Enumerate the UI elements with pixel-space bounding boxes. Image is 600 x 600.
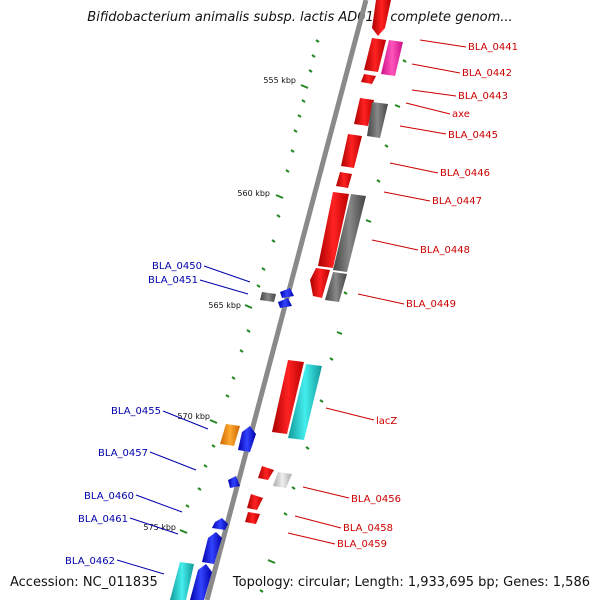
right-gene-labels: BLA_0441 BLA_0442 BLA_0443 axe BLA_0445 … xyxy=(337,42,518,550)
gene-BLA_0462-blue[interactable] xyxy=(190,564,212,600)
label-BLA_0449: BLA_0449 xyxy=(406,299,456,310)
gene-BLA_0447-a[interactable] xyxy=(336,172,352,188)
gene-BLA_0450[interactable] xyxy=(260,292,276,302)
right-leader-lines xyxy=(287,39,467,545)
gene-BLA_0443[interactable] xyxy=(361,74,376,84)
ruler-ticks-left xyxy=(179,39,320,534)
label-BLA_0458: BLA_0458 xyxy=(343,523,393,534)
gene-BLA_0456-red[interactable] xyxy=(258,466,274,480)
ruler-ticks-right xyxy=(259,59,407,593)
map-title: Bifidobacterium animalis subsp. lactis A… xyxy=(87,10,513,25)
gene-BLA_0442[interactable] xyxy=(381,40,403,76)
gene-BLA_0442-a[interactable] xyxy=(364,38,386,72)
label-BLA_0462: BLA_0462 xyxy=(65,556,115,567)
label-BLA_0460: BLA_0460 xyxy=(84,491,134,502)
gene-BLA_0451[interactable] xyxy=(280,288,294,298)
label-BLA_0445: BLA_0445 xyxy=(448,130,498,141)
label-BLA_0448: BLA_0448 xyxy=(420,245,470,256)
genome-summary: Topology: circular; Length: 1,933,695 bp… xyxy=(232,575,590,590)
tick-label-570: 570 kbp xyxy=(177,412,210,421)
gene-lacZ[interactable] xyxy=(272,360,304,434)
label-BLA_0451: BLA_0451 xyxy=(148,275,198,286)
label-BLA_0461: BLA_0461 xyxy=(78,514,128,525)
gene-BLA_0460[interactable] xyxy=(212,518,228,530)
gene-BLA_0455-blue[interactable] xyxy=(238,426,256,452)
right-strand-genes xyxy=(245,0,403,524)
label-BLA_0443: BLA_0443 xyxy=(458,91,508,102)
gene-BLA_0441[interactable] xyxy=(372,0,391,36)
gene-BLA_0447[interactable] xyxy=(333,194,366,272)
gene-BLA_0455[interactable] xyxy=(220,424,240,446)
left-leader-lines xyxy=(116,265,251,575)
label-BLA_0447: BLA_0447 xyxy=(432,196,482,207)
gene-BLA_0458[interactable] xyxy=(247,494,263,510)
gene-BLA_0449[interactable] xyxy=(310,268,330,298)
left-strand-genes xyxy=(170,288,294,600)
gene-BLA_0457[interactable] xyxy=(228,476,240,488)
left-gene-labels: BLA_0450 BLA_0451 BLA_0455 BLA_0457 BLA_… xyxy=(65,261,202,567)
ruler-labels: 555 kbp 560 kbp 565 kbp 570 kbp 575 kbp xyxy=(143,76,296,532)
gene-BLA_0459[interactable] xyxy=(245,512,260,524)
gene-BLA_0451-b[interactable] xyxy=(278,298,292,308)
tick-label-560: 560 kbp xyxy=(237,189,270,198)
gene-BLA_0446[interactable] xyxy=(341,134,362,168)
gene-BLA_0462[interactable] xyxy=(170,562,194,600)
gene-lacZ-cyan[interactable] xyxy=(288,364,322,440)
label-BLA_0456: BLA_0456 xyxy=(351,494,401,505)
label-lacZ: lacZ xyxy=(376,416,397,427)
label-BLA_0441: BLA_0441 xyxy=(468,42,518,53)
label-BLA_0446: BLA_0446 xyxy=(440,168,490,179)
gene-BLA_0461[interactable] xyxy=(202,532,222,564)
gene-axe-red[interactable] xyxy=(354,98,374,126)
label-BLA_0459: BLA_0459 xyxy=(337,539,387,550)
tick-label-555: 555 kbp xyxy=(263,76,296,85)
label-axe: axe xyxy=(452,109,470,120)
gene-axe[interactable] xyxy=(367,102,388,138)
label-BLA_0457: BLA_0457 xyxy=(98,448,148,459)
accession-text: Accession: NC_011835 xyxy=(10,575,158,590)
gene-BLA_0449-gray[interactable] xyxy=(325,272,347,302)
label-BLA_0455: BLA_0455 xyxy=(111,406,161,417)
gene-BLA_0456[interactable] xyxy=(273,472,292,488)
label-BLA_0450: BLA_0450 xyxy=(152,261,202,272)
gene-BLA_0448[interactable] xyxy=(318,192,349,268)
label-BLA_0442: BLA_0442 xyxy=(462,68,512,79)
tick-label-565: 565 kbp xyxy=(208,301,241,310)
